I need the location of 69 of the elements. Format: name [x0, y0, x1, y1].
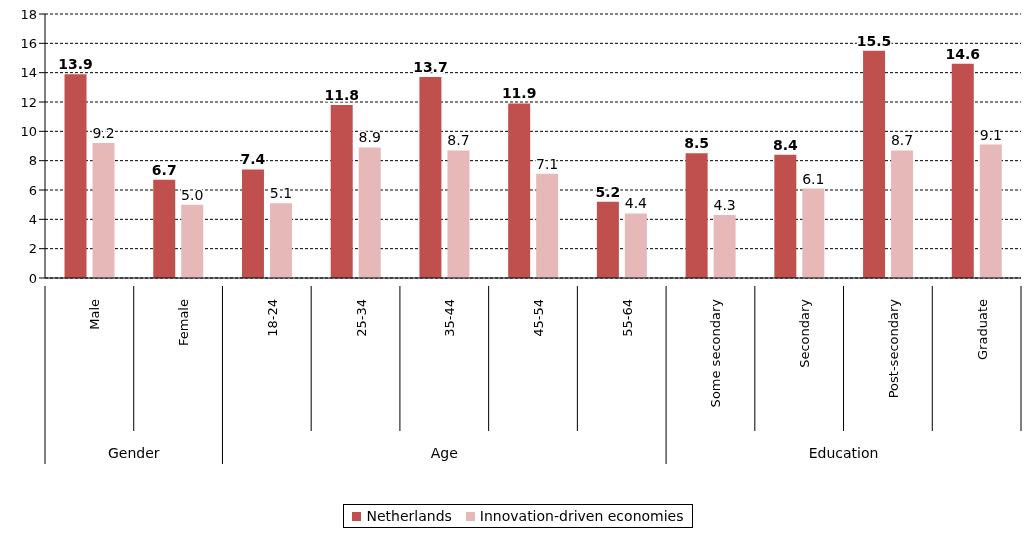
data-label: 13.7: [413, 59, 448, 76]
bar: [891, 150, 914, 278]
x-tick-label: Female: [176, 299, 192, 347]
x-tick-label: 45-54: [531, 299, 546, 337]
data-label: 5.0: [181, 186, 204, 203]
text: Age: [430, 445, 458, 461]
x-tick-label: 55-64: [619, 299, 635, 337]
data-label: 8.4: [772, 136, 798, 153]
data-label: 4.3: [713, 196, 736, 213]
y-tick-label: 8: [28, 153, 37, 169]
data-label: 6.1: [802, 170, 825, 187]
x-tick-label: Graduate: [974, 299, 990, 360]
x-tick-label: 35-44: [442, 299, 458, 337]
bar: [536, 173, 559, 278]
y-tick-label: 10: [20, 123, 37, 139]
data-label: 8.7: [890, 132, 914, 149]
bar: [774, 154, 797, 278]
y-tick-label: 16: [20, 35, 37, 51]
bar: [624, 213, 647, 278]
y-tick-label: 2: [28, 241, 37, 257]
y-tick-label: 4: [28, 211, 37, 227]
data-label: 7.1: [536, 155, 559, 172]
bar: [685, 153, 708, 278]
bar: [92, 143, 115, 278]
bar: [596, 201, 619, 278]
bar: [951, 63, 974, 278]
data-label: 5.2: [595, 183, 621, 200]
y-tick-label: 0: [28, 270, 37, 286]
legend-label: Netherlands: [366, 508, 452, 524]
x-tick-label: Some secondary: [708, 298, 724, 408]
x-tick-label: Post-secondary: [885, 298, 901, 399]
bar: [330, 104, 353, 278]
y-tick-label: 6: [28, 182, 37, 198]
bar: [419, 77, 442, 278]
bar: [241, 169, 264, 278]
bar: [153, 179, 176, 278]
data-label: 6.7: [151, 161, 177, 178]
y-tick-label: 14: [20, 65, 37, 81]
bar: [64, 74, 87, 278]
bar: [863, 50, 886, 278]
bar: [979, 144, 1002, 278]
y-tick-label: 18: [20, 6, 37, 22]
bar: [358, 147, 381, 278]
data-label: 8.7: [447, 132, 470, 149]
y-tick-label: 12: [20, 94, 37, 110]
x-tick-label: 18-24: [264, 299, 280, 337]
bar: [713, 214, 736, 278]
data-label: 4.4: [624, 195, 648, 212]
bar: [447, 150, 470, 278]
data-label: 11.8: [324, 86, 359, 103]
x-tick-label: 25-34: [353, 299, 369, 337]
bar: [269, 203, 292, 278]
data-label: 13.9: [58, 56, 93, 73]
data-label: 11.9: [501, 85, 537, 102]
data-label: 5.1: [269, 185, 293, 202]
data-label: 8.9: [358, 129, 381, 146]
data-label: 8.5: [684, 135, 710, 152]
bar: [508, 103, 531, 278]
text: Education: [808, 445, 879, 461]
bar: [181, 204, 204, 278]
data-label: 14.6: [945, 45, 981, 62]
data-label: 7.4: [240, 151, 266, 168]
x-tick-label: Secondary: [797, 298, 813, 368]
text: Gender: [107, 445, 160, 461]
data-label: 15.5: [856, 32, 892, 49]
bar: [802, 188, 825, 278]
data-label: 9.2: [92, 125, 115, 142]
legend-label: Innovation-driven economies: [479, 508, 684, 524]
x-tick-label: Male: [87, 299, 103, 330]
